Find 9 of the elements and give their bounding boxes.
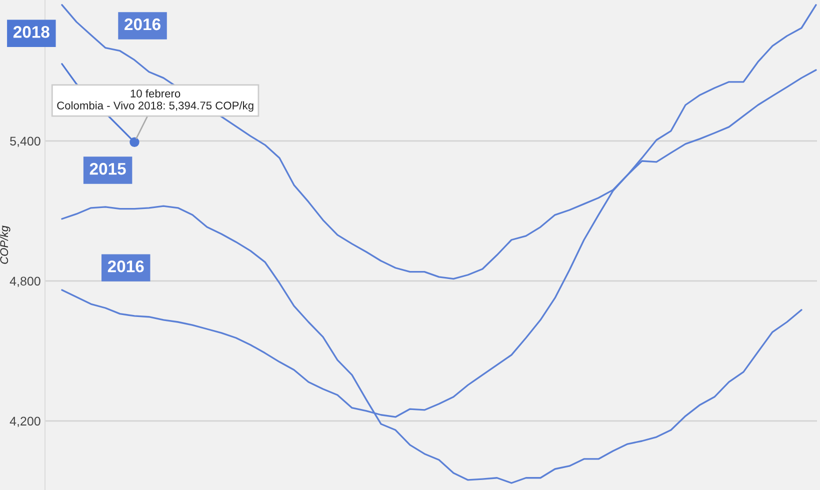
series-label: 2018 bbox=[13, 26, 50, 38]
y-axis-title: COP/kg bbox=[0, 226, 10, 264]
y-tick-label: 4,800 bbox=[10, 276, 40, 288]
series-label: 2015 bbox=[90, 162, 126, 175]
series-label: 2016 bbox=[124, 18, 160, 30]
y-tick-label: 5,400 bbox=[10, 136, 40, 148]
annotation: 10 febrero Colombia - Vivo 2018: 5,394.75 COP/kg bbox=[57, 89, 254, 112]
y-tick-label: 4,200 bbox=[10, 416, 40, 428]
text: 2016 bbox=[108, 260, 144, 272]
